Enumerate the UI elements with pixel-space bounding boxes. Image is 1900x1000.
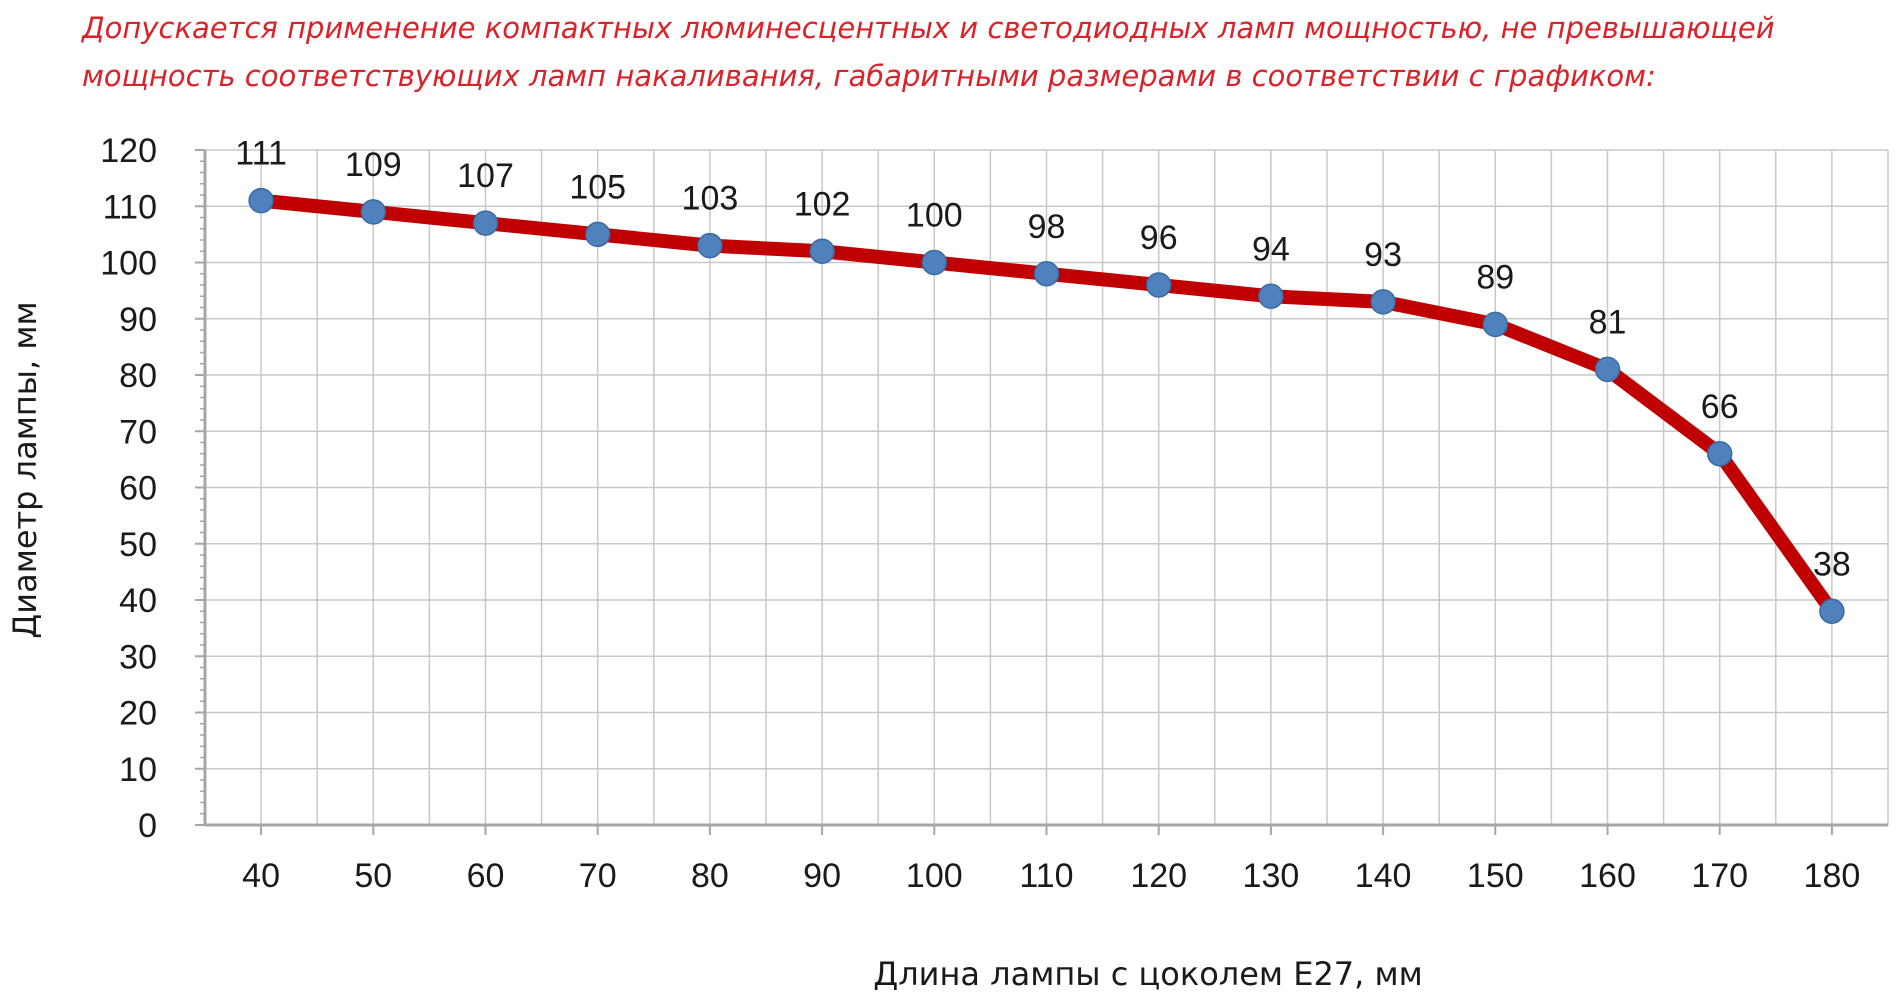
x-tick-label: 90 [803, 857, 841, 895]
x-tick-label: 40 [242, 857, 280, 895]
x-tick-label: 80 [691, 857, 729, 895]
x-tick-label: 150 [1467, 857, 1524, 895]
data-label: 89 [1476, 258, 1514, 296]
data-point [360, 199, 387, 225]
y-tick-label: 100 [100, 245, 157, 283]
data-point [1033, 261, 1060, 287]
x-tick-label: 60 [467, 857, 505, 895]
data-label: 96 [1140, 219, 1178, 257]
y-tick-label: 50 [119, 526, 157, 564]
x-tick-label: 180 [1804, 857, 1861, 895]
data-point [921, 249, 948, 276]
data-point [697, 232, 723, 259]
data-point [1594, 356, 1621, 383]
x-axis-title: Длина лампы с цоколем Е27, мм [873, 955, 1423, 993]
data-label: 94 [1252, 230, 1290, 268]
data-point [248, 187, 274, 214]
data-label: 66 [1701, 388, 1739, 426]
y-tick-label: 70 [119, 413, 157, 451]
data-point [809, 238, 835, 264]
x-tick-label: 70 [579, 857, 617, 895]
data-label: 81 [1589, 303, 1627, 341]
x-tick-label: 130 [1243, 857, 1300, 895]
y-tick-label: 20 [119, 695, 157, 733]
x-tick-label: 100 [906, 857, 963, 895]
data-point [584, 221, 611, 248]
x-tick-label: 120 [1130, 857, 1187, 895]
intro-line-1: Допускается применение компактных люмине… [82, 11, 1775, 45]
x-tick-label: 110 [1019, 857, 1073, 895]
data-label: 100 [906, 197, 963, 235]
y-tick-label: 60 [119, 470, 157, 508]
data-label: 102 [794, 185, 851, 223]
data-label: 107 [457, 157, 514, 195]
chart-grid [205, 149, 1889, 825]
x-tick-label: 170 [1691, 857, 1748, 895]
data-point [1482, 311, 1509, 338]
y-tick-label: 120 [100, 132, 157, 170]
x-tick-label: 140 [1355, 857, 1412, 895]
data-label: 111 [235, 135, 287, 173]
x-tick-label: 50 [354, 857, 392, 895]
data-label: 98 [1028, 208, 1066, 246]
y-tick-label: 40 [119, 582, 157, 620]
y-tick-label: 10 [119, 751, 157, 789]
data-label: 109 [345, 146, 402, 184]
chart-labels: 111 109 107 105 103 102 100 98 96 94 93 89 81 66 38 [235, 135, 1851, 584]
y-tick-label: 30 [119, 638, 157, 676]
data-point [1258, 283, 1284, 309]
x-tick-label: 160 [1579, 857, 1636, 895]
intro-line-2: мощность соответствующих ламп накаливани… [82, 59, 1656, 93]
chart-series [248, 187, 1845, 624]
data-point [1819, 598, 1845, 624]
y-tick-label: 0 [138, 807, 157, 845]
data-point [1370, 289, 1396, 315]
intro-text: Допускается применение компактных люмине… [82, 4, 1882, 100]
data-point [1145, 272, 1172, 298]
data-point [1706, 441, 1733, 467]
y-tick-label: 110 [103, 188, 157, 226]
data-label: 93 [1364, 236, 1402, 274]
y-tick-label: 90 [119, 301, 157, 339]
chart-axes: 0 10 20 30 40 50 60 70 80 90 100 110 120 40 50 60 70 80 90… [100, 132, 1888, 895]
data-point [472, 210, 499, 236]
data-label: 38 [1813, 545, 1851, 583]
y-tick-label: 80 [119, 357, 157, 395]
data-label: 103 [682, 180, 739, 218]
data-label: 105 [569, 168, 626, 206]
y-axis-title: Диаметр лампы, мм [6, 301, 44, 638]
